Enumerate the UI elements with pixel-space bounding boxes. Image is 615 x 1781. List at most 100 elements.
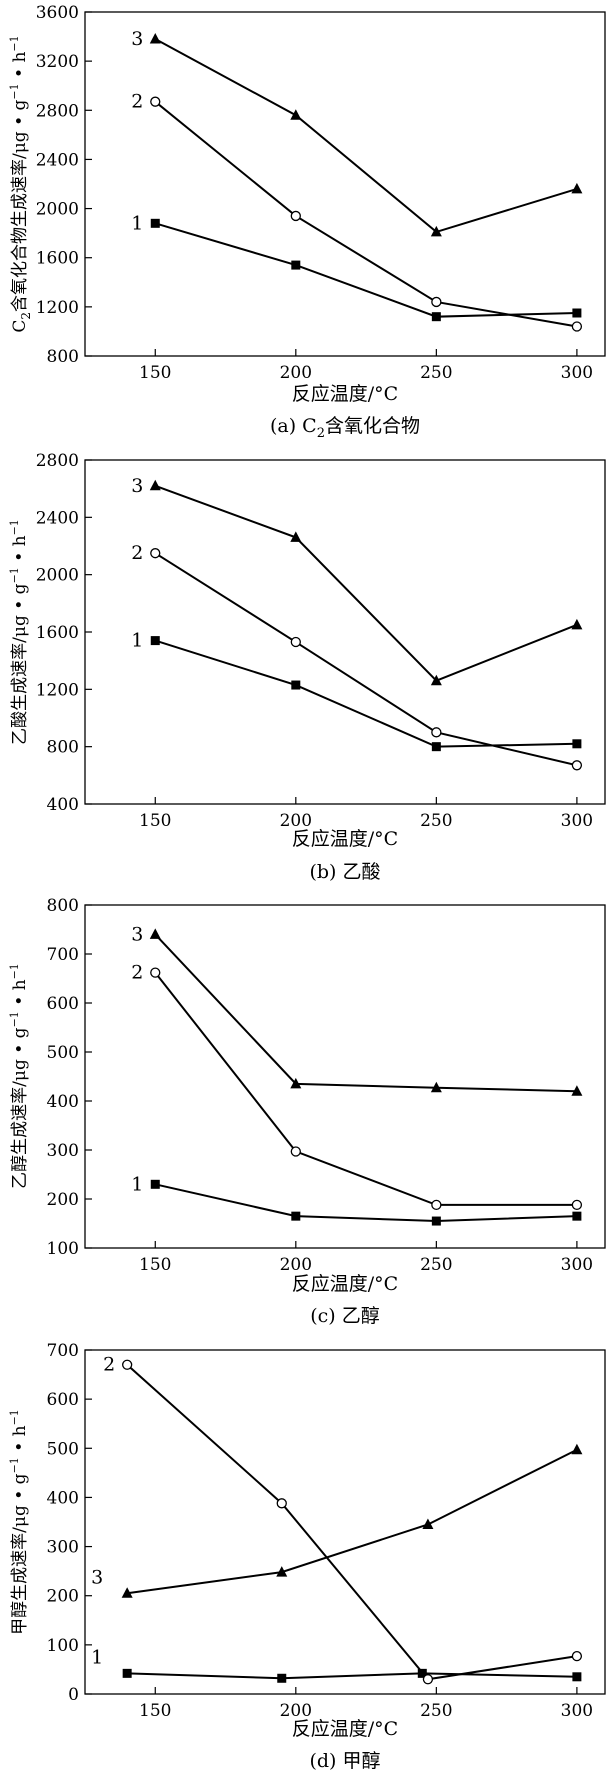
chart-caption: (a) C2含氧化合物 bbox=[270, 415, 420, 441]
y-tick-label: 100 bbox=[47, 1636, 79, 1656]
series-1-line bbox=[155, 1183, 577, 1223]
y-axis-label: 乙醇生成速率/μg • g−1 • h−1 bbox=[8, 963, 30, 1189]
series-2-label: 2 bbox=[131, 91, 143, 113]
series-3-point bbox=[149, 479, 161, 491]
series-3-label: 3 bbox=[91, 1566, 103, 1588]
y-tick-label: 2800 bbox=[36, 101, 79, 121]
series-2-label: 2 bbox=[131, 542, 143, 564]
series-3-point bbox=[430, 225, 442, 237]
y-ticks: 100 200 300 400 500 600 700 800 bbox=[47, 896, 92, 1259]
series-labels: 1 2 3 bbox=[131, 475, 143, 652]
series-markers bbox=[149, 479, 583, 771]
y-ticks: 400 800 1200 1600 2000 2400 2800 bbox=[36, 451, 92, 815]
x-tick-label: 300 bbox=[561, 1701, 593, 1721]
series-2-line bbox=[154, 552, 578, 767]
x-tick-label: 200 bbox=[280, 811, 312, 831]
series-1-label: 1 bbox=[131, 630, 143, 652]
y-tick-label: 0 bbox=[68, 1685, 79, 1705]
series-2-point bbox=[571, 321, 583, 332]
y-axis-label: 乙酸生成速率/μg • g−1 • h−1 bbox=[8, 519, 30, 745]
series-1-label: 1 bbox=[131, 1173, 143, 1195]
series-2-point bbox=[150, 548, 161, 559]
y-tick-label: 3200 bbox=[36, 52, 79, 72]
series-2-point bbox=[150, 96, 161, 107]
series-lines bbox=[154, 484, 578, 767]
series-2-point bbox=[431, 727, 442, 738]
y-tick-label: 2400 bbox=[36, 150, 79, 170]
series-2-point bbox=[276, 1498, 287, 1509]
y-tick-label: 300 bbox=[47, 1141, 79, 1161]
series-1-point bbox=[122, 1668, 132, 1678]
series-3-point bbox=[571, 618, 583, 630]
series-1-point bbox=[431, 312, 441, 322]
series-1-point bbox=[291, 1211, 301, 1221]
series-1-point bbox=[291, 680, 301, 690]
x-tick-label: 200 bbox=[280, 1255, 312, 1275]
series-3-line bbox=[154, 38, 578, 234]
y-tick-label: 2800 bbox=[36, 451, 79, 471]
series-markers bbox=[149, 928, 583, 1226]
series-1-point bbox=[417, 1668, 427, 1678]
series-2-point bbox=[290, 210, 301, 222]
y-axis-label: C2含氧化合物生成速率/μg • g−1 • h−1 bbox=[8, 35, 33, 332]
series-3-point bbox=[149, 33, 161, 44]
x-axis-label: 反应温度/°C bbox=[292, 383, 398, 405]
x-axis-label: 反应温度/°C bbox=[292, 1273, 398, 1295]
y-tick-label: 500 bbox=[47, 1043, 79, 1063]
series-3-point bbox=[430, 1081, 442, 1093]
series-2-label: 2 bbox=[131, 962, 143, 984]
series-2-point bbox=[571, 1651, 583, 1662]
series-2-point bbox=[431, 1199, 442, 1211]
series-3-line bbox=[154, 484, 578, 682]
series-3-point bbox=[290, 109, 302, 120]
y-tick-label: 100 bbox=[47, 1239, 79, 1259]
series-3-point bbox=[571, 1443, 583, 1455]
y-tick-label: 300 bbox=[47, 1538, 79, 1558]
y-tick-label: 2000 bbox=[36, 566, 79, 586]
chart-caption: (c) 乙醇 bbox=[310, 1305, 380, 1327]
series-1-point bbox=[572, 1211, 582, 1221]
y-tick-label: 2400 bbox=[36, 508, 79, 528]
y-tick-label: 1600 bbox=[36, 249, 79, 269]
series-3-point bbox=[422, 1518, 434, 1529]
panel-a: 800 1200 1600 2000 2400 2800 3200 3600 150 200 25… bbox=[8, 3, 606, 441]
x-ticks: 150 200 250 300 bbox=[139, 349, 593, 383]
y-ticks: 800 1200 1600 2000 2400 2800 3200 3600 bbox=[36, 3, 92, 367]
series-3-line bbox=[154, 933, 577, 1093]
x-ticks: 150 200 250 300 bbox=[139, 1687, 593, 1721]
series-2-point bbox=[122, 1359, 133, 1370]
plot-frame bbox=[84, 11, 606, 357]
series-1-point bbox=[277, 1673, 287, 1683]
series-2-line bbox=[154, 972, 577, 1206]
series-2-point bbox=[571, 1199, 583, 1211]
series-3-point bbox=[290, 1077, 302, 1089]
series-1-point bbox=[572, 308, 582, 318]
series-markers bbox=[121, 1359, 583, 1685]
x-tick-label: 300 bbox=[561, 811, 593, 831]
x-axis-label: 反应温度/°C bbox=[292, 828, 398, 850]
series-3-label: 3 bbox=[131, 923, 143, 945]
y-tick-label: 800 bbox=[47, 896, 79, 916]
series-3-line bbox=[127, 1448, 578, 1595]
x-ticks: 150 200 250 300 bbox=[139, 1241, 593, 1275]
series-1-point bbox=[291, 260, 301, 270]
y-tick-label: 2000 bbox=[36, 200, 79, 220]
series-3-point bbox=[121, 1587, 133, 1598]
x-tick-label: 250 bbox=[420, 1255, 452, 1275]
series-1-line bbox=[127, 1672, 577, 1680]
y-tick-label: 600 bbox=[47, 1390, 79, 1410]
y-ticks: 0 100 200 300 400 500 600 700 bbox=[47, 1341, 92, 1705]
y-axis-label: 甲醇生成速率/μg • g−1 • h−1 bbox=[8, 1409, 30, 1635]
series-lines bbox=[126, 1363, 578, 1681]
y-tick-label: 1200 bbox=[36, 298, 79, 318]
series-lines bbox=[154, 38, 578, 328]
series-1-label: 1 bbox=[131, 212, 143, 234]
series-3-label: 3 bbox=[131, 475, 143, 497]
x-tick-label: 250 bbox=[420, 811, 452, 831]
x-tick-label: 150 bbox=[139, 1255, 171, 1275]
series-1-point bbox=[150, 636, 160, 646]
x-tick-label: 250 bbox=[420, 363, 452, 383]
